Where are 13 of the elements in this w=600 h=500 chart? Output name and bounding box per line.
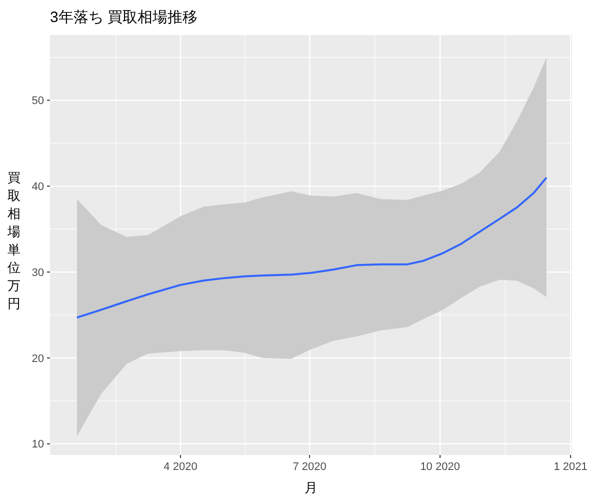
line-series: [76, 176, 548, 319]
x-tick-label: 1 2021: [554, 461, 588, 473]
x-axis-title: 月: [304, 480, 318, 495]
y-tick-label: 10: [32, 438, 44, 451]
y-tick-label: 30: [32, 266, 44, 279]
x-tick-label: 10 2020: [420, 461, 460, 473]
chart-title: 3年落ち 買取相場推移: [50, 9, 198, 26]
x-tick-label: 7 2020: [292, 461, 326, 473]
y-tick-label: 40: [32, 181, 44, 194]
y-tick-label: 50: [32, 95, 44, 108]
y-tick-label: 20: [32, 352, 44, 365]
y-axis-title: 買取相場単位万円: [6, 170, 20, 311]
x-tick-label: 4 2020: [164, 461, 198, 473]
